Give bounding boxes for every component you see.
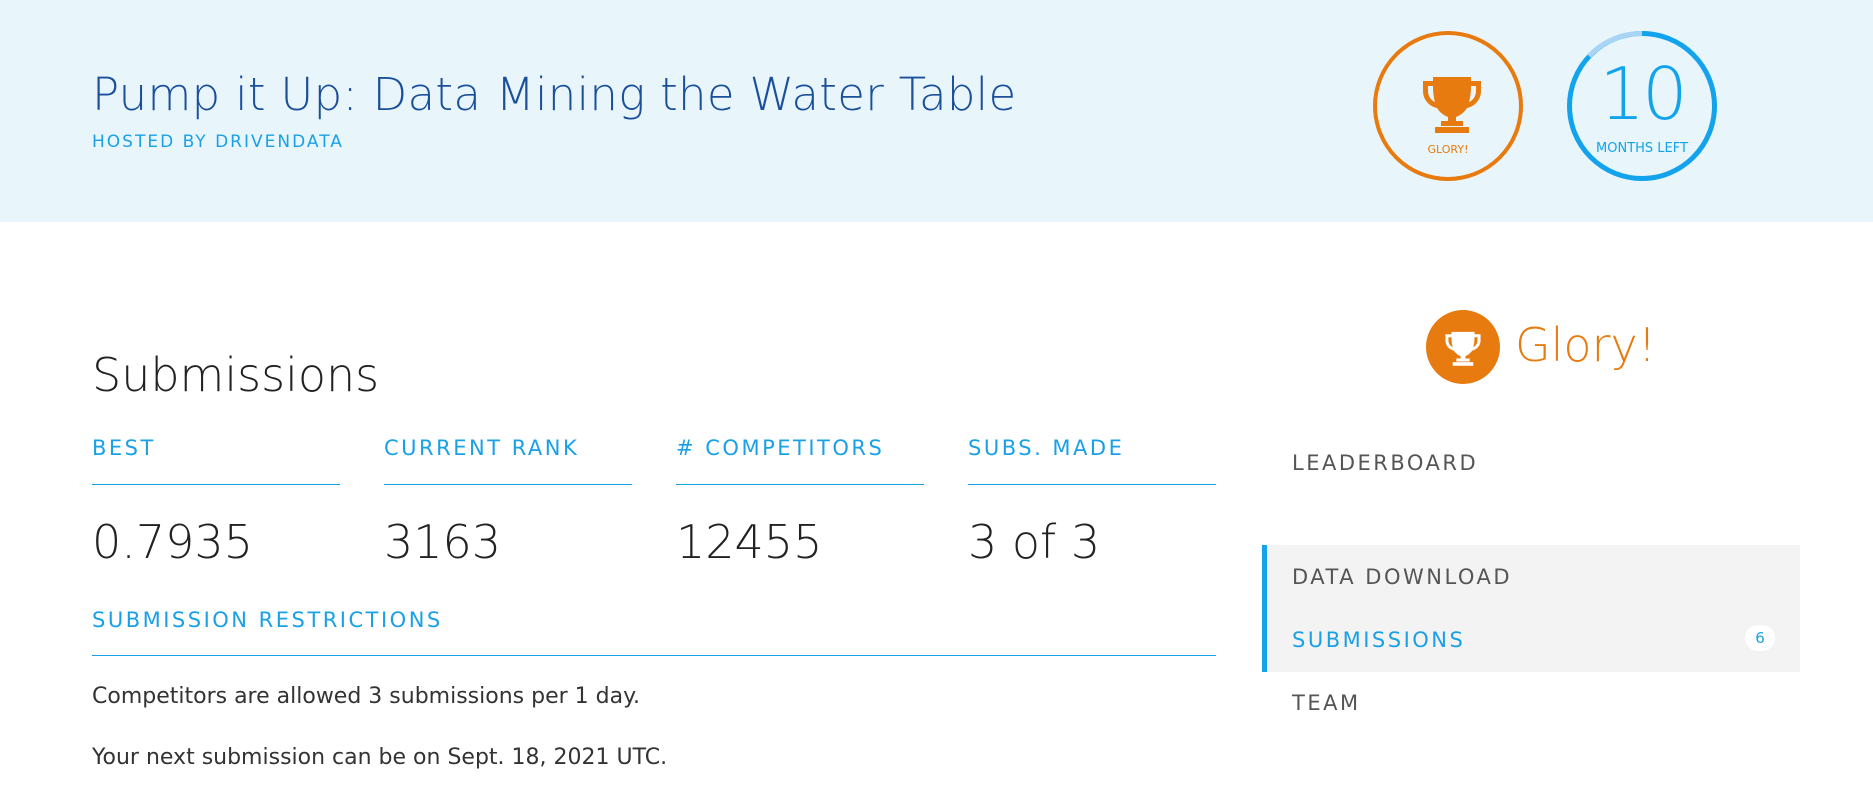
submission-restrictions-heading: SUBMISSION RESTRICTIONS [92,608,1216,656]
restriction-text: Competitors are allowed 3 submissions pe… [92,684,640,709]
stat-value: 0.7935 [92,515,253,569]
stat-label: BEST [92,436,340,485]
nav-team[interactable]: TEAM [1292,691,1361,715]
stat-value: 12455 [676,515,823,569]
months-left-label: MONTHS LEFT [1596,141,1688,156]
nav-data-download[interactable]: DATA DOWNLOAD [1292,565,1513,589]
stat-current-rank: CURRENT RANK 3163 [384,436,632,569]
nav-active-indicator [1262,545,1267,672]
stat-best: BEST 0.7935 [92,436,340,569]
host-label: HOSTED BY DRIVENDATA [92,132,344,152]
stat-subs-made: SUBS. MADE 3 of 3 [968,436,1216,569]
prize-icon-circle [1426,310,1500,384]
glory-badge: GLORY! [1373,31,1523,181]
trophy-icon [1423,77,1481,133]
page-title: Submissions [92,348,380,402]
stat-value: 3 of 3 [968,515,1101,569]
stat-value: 3163 [384,515,502,569]
nav-submissions[interactable]: SUBMISSIONS [1292,628,1466,652]
competition-title: Pump it Up: Data Mining the Water Table [92,68,1017,121]
stat-label: # COMPETITORS [676,436,924,485]
nav-leaderboard[interactable]: LEADERBOARD [1292,451,1479,475]
next-submission-text: Your next submission can be on Sept. 18,… [92,745,668,770]
trophy-icon [1445,331,1481,366]
nav-active-group [1262,545,1800,672]
prize-label: Glory! [1515,318,1657,372]
time-remaining-arc [1587,31,1643,58]
stat-competitors: # COMPETITORS 12455 [676,436,924,569]
glory-badge-label: GLORY! [1427,143,1469,156]
competition-header: Pump it Up: Data Mining the Water Table … [0,0,1873,222]
stat-label: SUBS. MADE [968,436,1216,485]
submissions-count-badge: 6 [1745,625,1775,651]
months-left-number: 10 [1599,52,1688,136]
months-left-badge: 10 MONTHS LEFT [1567,31,1717,181]
stat-label: CURRENT RANK [384,436,632,485]
